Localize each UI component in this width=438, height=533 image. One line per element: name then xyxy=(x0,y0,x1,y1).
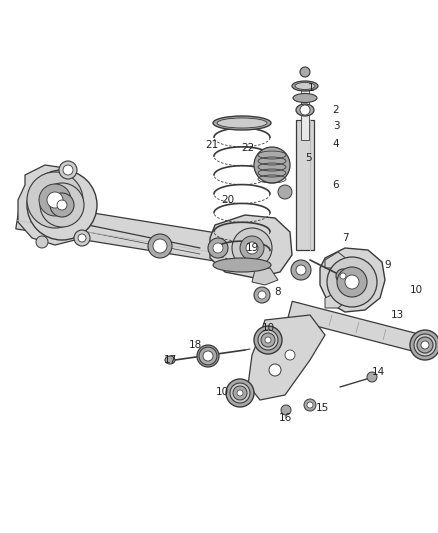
Text: 21: 21 xyxy=(205,140,219,150)
Text: 10: 10 xyxy=(261,323,275,333)
Text: 6: 6 xyxy=(333,180,339,190)
Circle shape xyxy=(36,236,48,248)
Text: 9: 9 xyxy=(385,260,391,270)
Ellipse shape xyxy=(296,104,314,116)
Polygon shape xyxy=(288,301,427,354)
Circle shape xyxy=(278,185,292,199)
Circle shape xyxy=(63,165,73,175)
Circle shape xyxy=(417,337,433,353)
Text: 19: 19 xyxy=(245,243,258,253)
Polygon shape xyxy=(18,165,88,245)
Text: 22: 22 xyxy=(241,143,254,153)
Circle shape xyxy=(285,350,295,360)
Ellipse shape xyxy=(213,258,271,272)
Circle shape xyxy=(421,341,429,349)
Circle shape xyxy=(336,269,350,283)
Circle shape xyxy=(50,193,74,217)
Circle shape xyxy=(269,364,281,376)
Ellipse shape xyxy=(165,356,175,364)
Circle shape xyxy=(246,242,258,254)
Ellipse shape xyxy=(293,93,317,102)
Polygon shape xyxy=(248,315,325,400)
Circle shape xyxy=(27,172,83,228)
Polygon shape xyxy=(16,201,267,269)
Text: 14: 14 xyxy=(371,367,385,377)
Circle shape xyxy=(74,230,90,246)
Circle shape xyxy=(197,345,219,367)
Ellipse shape xyxy=(410,330,438,360)
Text: 10: 10 xyxy=(215,387,229,397)
Circle shape xyxy=(296,265,306,275)
Circle shape xyxy=(208,238,228,258)
Circle shape xyxy=(233,386,247,400)
Circle shape xyxy=(78,234,86,242)
Text: 8: 8 xyxy=(275,287,281,297)
Circle shape xyxy=(254,287,270,303)
Text: 16: 16 xyxy=(279,413,292,423)
Text: 10: 10 xyxy=(410,285,423,295)
Circle shape xyxy=(213,243,223,253)
Text: 3: 3 xyxy=(333,121,339,131)
Circle shape xyxy=(307,402,313,408)
Circle shape xyxy=(47,192,63,208)
Polygon shape xyxy=(325,252,348,268)
Circle shape xyxy=(337,267,367,297)
Text: 13: 13 xyxy=(390,310,404,320)
Text: 4: 4 xyxy=(333,139,339,149)
Ellipse shape xyxy=(213,116,271,130)
Circle shape xyxy=(265,337,271,343)
Circle shape xyxy=(148,234,172,258)
Circle shape xyxy=(232,228,272,268)
Circle shape xyxy=(27,170,97,240)
Circle shape xyxy=(367,372,377,382)
Circle shape xyxy=(203,351,213,361)
Circle shape xyxy=(240,236,264,260)
Circle shape xyxy=(340,273,346,279)
Text: 18: 18 xyxy=(188,340,201,350)
Circle shape xyxy=(291,260,311,280)
Ellipse shape xyxy=(295,83,315,90)
Ellipse shape xyxy=(230,383,250,403)
Circle shape xyxy=(261,333,275,347)
Text: 5: 5 xyxy=(305,153,311,163)
Text: 2: 2 xyxy=(333,105,339,115)
Circle shape xyxy=(300,105,310,115)
FancyBboxPatch shape xyxy=(301,90,309,140)
Text: 1: 1 xyxy=(307,83,314,93)
Circle shape xyxy=(237,390,243,396)
Text: 20: 20 xyxy=(222,195,235,205)
Ellipse shape xyxy=(226,379,254,407)
Polygon shape xyxy=(252,268,278,285)
Text: 17: 17 xyxy=(163,355,177,365)
Polygon shape xyxy=(325,292,348,308)
Circle shape xyxy=(59,161,77,179)
Polygon shape xyxy=(210,215,292,278)
Text: 7: 7 xyxy=(342,233,348,243)
Circle shape xyxy=(345,275,359,289)
Polygon shape xyxy=(320,248,385,312)
Ellipse shape xyxy=(292,81,318,91)
Ellipse shape xyxy=(217,118,267,128)
Circle shape xyxy=(57,200,67,210)
Ellipse shape xyxy=(254,326,282,354)
Ellipse shape xyxy=(258,330,278,350)
Circle shape xyxy=(327,257,377,307)
Circle shape xyxy=(304,399,316,411)
Circle shape xyxy=(300,67,310,77)
Circle shape xyxy=(39,184,71,216)
Circle shape xyxy=(258,291,266,299)
Circle shape xyxy=(153,239,167,253)
Text: 15: 15 xyxy=(315,403,328,413)
Circle shape xyxy=(40,183,84,227)
Ellipse shape xyxy=(414,334,436,356)
Circle shape xyxy=(254,147,290,183)
Circle shape xyxy=(281,405,291,415)
FancyBboxPatch shape xyxy=(296,120,314,250)
